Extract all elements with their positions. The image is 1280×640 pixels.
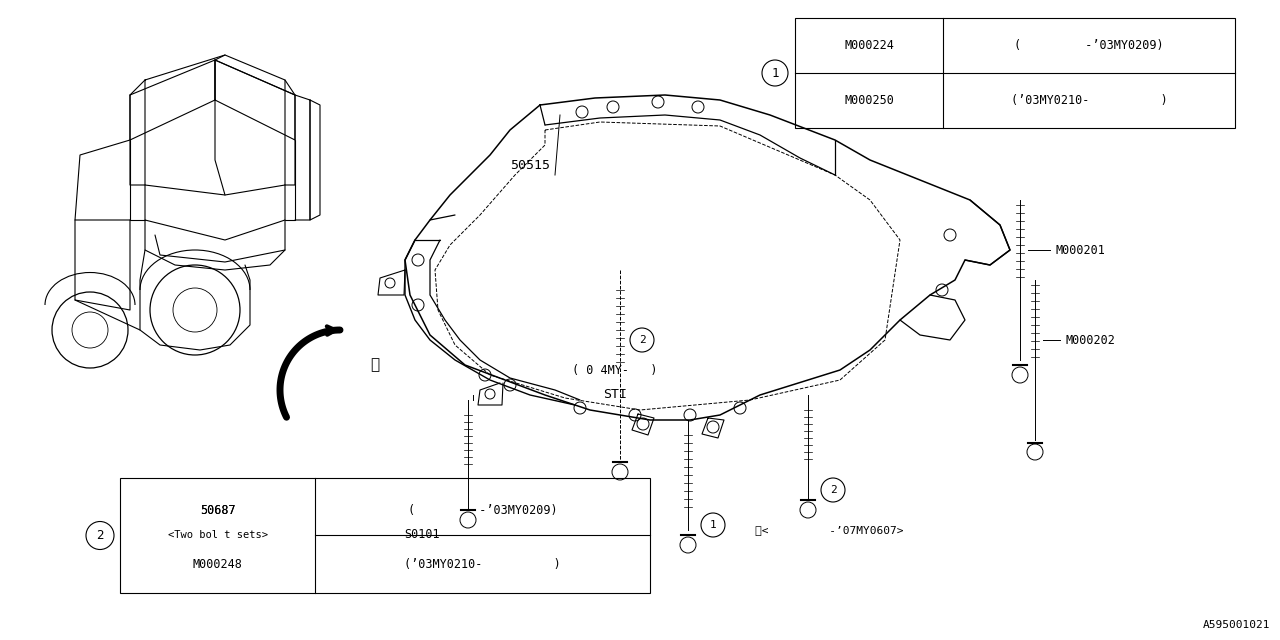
Text: (         -’03MY0209): ( -’03MY0209)	[408, 504, 557, 516]
Text: M000248: M000248	[192, 557, 242, 571]
Bar	[795, 18, 1235, 128]
Text: 1: 1	[709, 520, 717, 530]
Bar	[120, 478, 650, 593]
Text: (’03MY0210-          ): (’03MY0210- )	[404, 557, 561, 571]
Text: <Two bol t sets>: <Two bol t sets>	[168, 531, 268, 541]
Text: ※: ※	[370, 358, 379, 372]
Text: 50687: 50687	[200, 504, 236, 516]
Text: A595001021: A595001021	[1202, 620, 1270, 630]
Text: M000201: M000201	[1055, 243, 1105, 257]
Text: (         -’03MY0209): ( -’03MY0209)	[1014, 39, 1164, 52]
Text: 1: 1	[772, 67, 778, 79]
Text: M000250: M000250	[844, 94, 893, 107]
Text: M000202: M000202	[1065, 333, 1115, 346]
Text: M000224: M000224	[844, 39, 893, 52]
Text: STI: STI	[603, 388, 627, 401]
Text: ( 0 4MY-   ): ( 0 4MY- )	[572, 364, 658, 376]
Text: 50515: 50515	[509, 159, 550, 172]
Text: 50687: 50687	[200, 504, 236, 516]
Text: 2: 2	[96, 529, 104, 542]
Text: ※<         -’07MY0607>: ※< -’07MY0607>	[755, 525, 904, 535]
Text: 2: 2	[829, 485, 836, 495]
Text: (’03MY0210-          ): (’03MY0210- )	[1011, 94, 1167, 107]
Text: S0101: S0101	[404, 529, 440, 541]
Text: 2: 2	[639, 335, 645, 345]
